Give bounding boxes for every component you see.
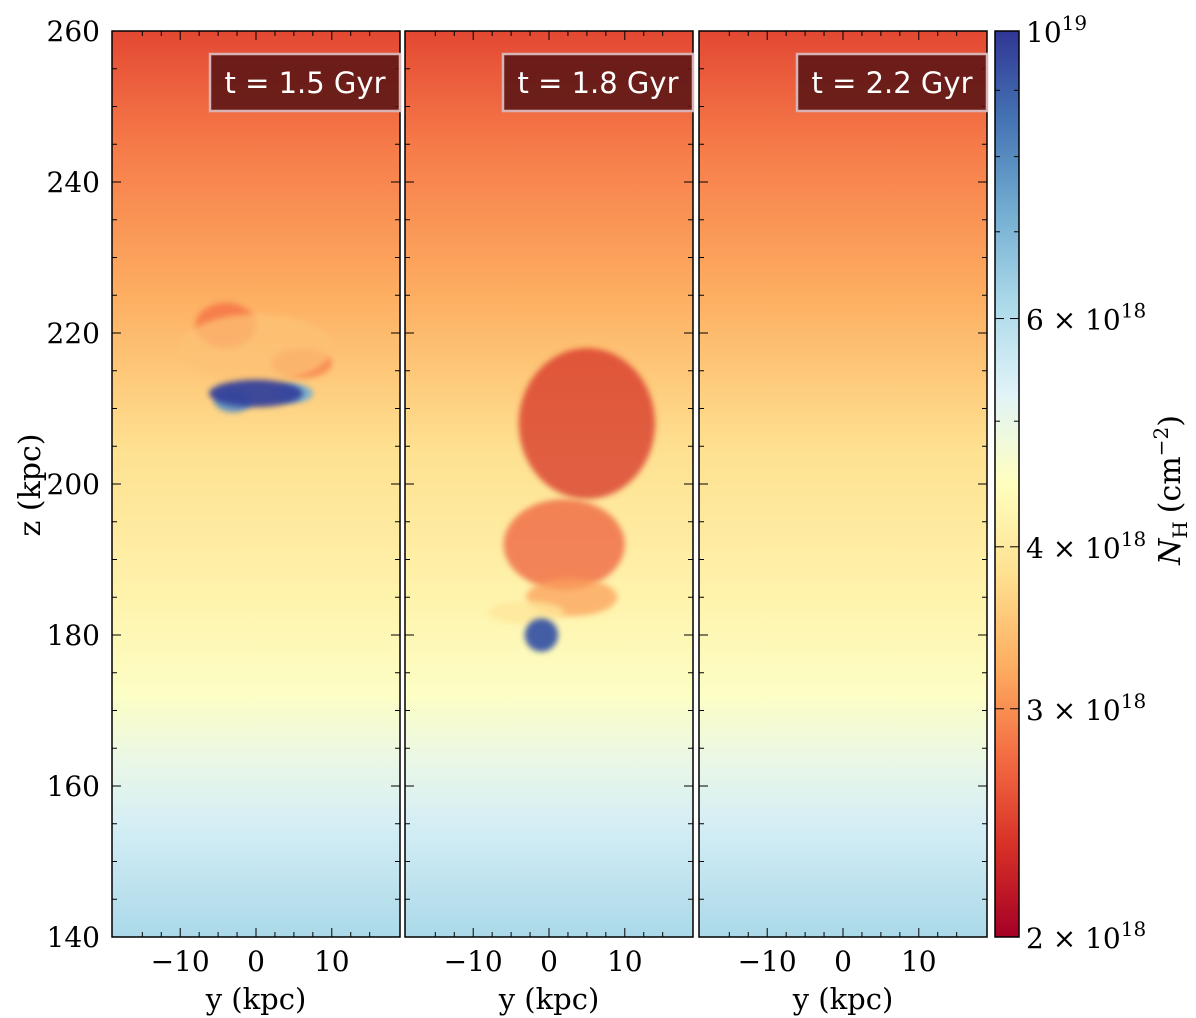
x-tick-label: 10 [901, 945, 937, 978]
colorbar-label: NH(cm−2) [1149, 415, 1192, 566]
y-tick-label: 260 [47, 15, 100, 48]
x-tick-label: −10 [151, 945, 210, 978]
panel-background [112, 31, 400, 937]
y-tick-label: 160 [47, 770, 100, 803]
gas-cloud [524, 618, 559, 652]
colorbar-tick-label: 3 × 1018 [1026, 689, 1146, 727]
time-label-box [501, 52, 695, 113]
panel-3: −10 0 10y (kpc) t = 2.2 Gyr [698, 30, 989, 1016]
x-tick-label: −10 [738, 945, 797, 978]
x-axis-label: y (kpc) [792, 982, 894, 1016]
panel-1: −10 0 10y (kpc) t = 1.5 Gyr [111, 30, 402, 1016]
y-axis-label: z (kpc) [13, 434, 48, 537]
gas-cloud [503, 499, 625, 590]
colorbar-tick-label: 6 × 1018 [1026, 299, 1146, 337]
colorbar-tick-label: 2 × 1018 [1026, 917, 1146, 955]
y-tick-labels: 140 160 180 200 220 240 260 [47, 15, 100, 954]
time-label: t = 1.8 Gyr [517, 66, 678, 100]
gas-cloud [209, 379, 303, 407]
gas-cloud [518, 348, 656, 500]
colorbar-tick-label: 1019 [1026, 11, 1087, 49]
y-tick-label: 220 [47, 317, 100, 350]
x-tick-label: −10 [444, 945, 503, 978]
x-axis-label: y (kpc) [205, 982, 307, 1016]
gas-cloud [488, 601, 565, 624]
time-label-box [795, 52, 989, 113]
time-label-box [208, 52, 402, 113]
y-tick-label: 140 [47, 921, 100, 954]
x-tick-label: 0 [247, 945, 265, 978]
time-label: t = 2.2 Gyr [811, 66, 972, 100]
panel-2: −10 0 10y (kpc) t = 1.8 Gyr [404, 30, 695, 1016]
x-axis-label: y (kpc) [498, 982, 600, 1016]
cloud-group [180, 302, 332, 413]
colorbar-tick-label: 4 × 1018 [1026, 527, 1146, 565]
cloud-group [488, 348, 656, 652]
panel-background [699, 31, 987, 937]
y-tick-label: 200 [47, 468, 100, 501]
gas-cloud [180, 314, 332, 383]
y-tick-label: 180 [47, 619, 100, 652]
x-tick-label: 0 [834, 945, 852, 978]
x-tick-label: 10 [314, 945, 350, 978]
colorbar-scale [994, 30, 1020, 938]
colorbar: 2 × 1018 3 × 1018 4 × 1018 6 × 1018 1019 NH(c… [994, 11, 1192, 955]
y-tick-label: 240 [47, 166, 100, 199]
time-label: t = 1.5 Gyr [224, 66, 385, 100]
x-tick-label: 0 [540, 945, 558, 978]
x-tick-label: 10 [607, 945, 643, 978]
